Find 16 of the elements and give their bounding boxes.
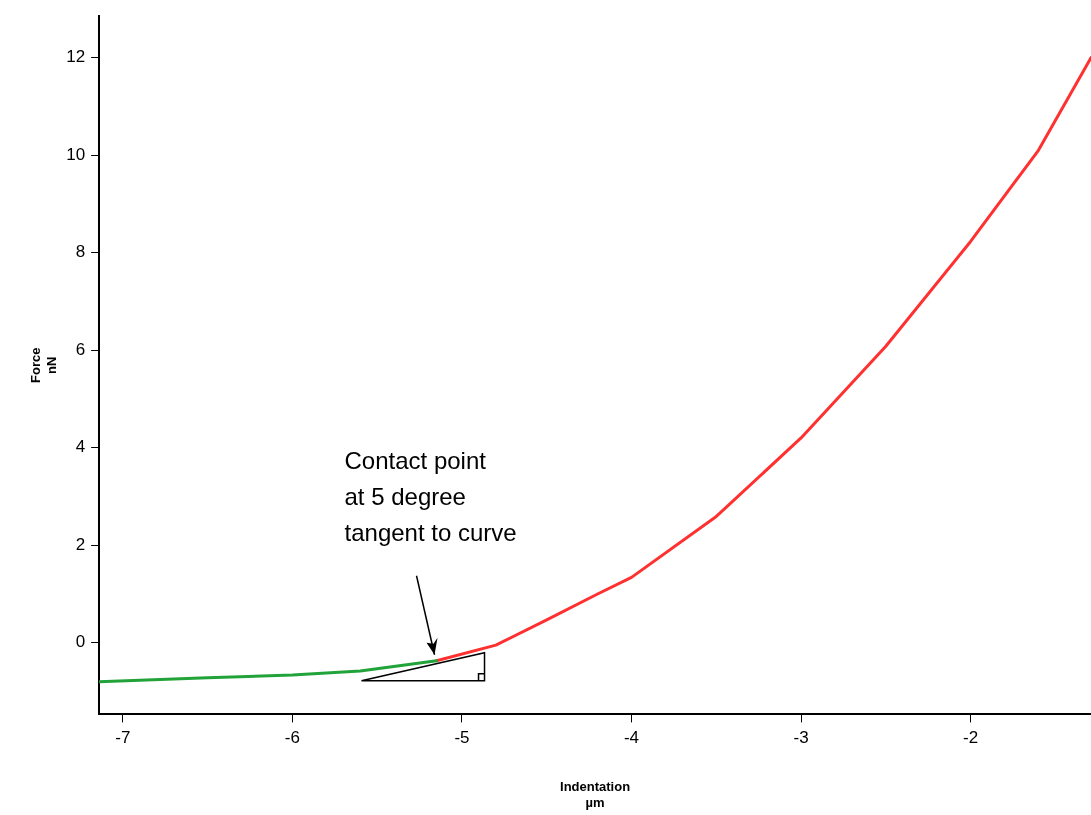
annotation: Contact point at 5 degree tangent to curve <box>344 447 517 547</box>
y-tick-label: 2 <box>75 534 86 554</box>
y-tick-label: 8 <box>75 242 86 262</box>
x-tick-label: -3 <box>793 728 809 748</box>
y-axis-title: Force nN <box>28 347 59 383</box>
x-axis-title: Indentation µm <box>560 779 631 810</box>
x-tick-label: -5 <box>454 728 470 748</box>
x-tick-label: -4 <box>623 728 640 748</box>
y-tick-label: 4 <box>75 437 86 457</box>
x-tick-label: -7 <box>115 728 131 748</box>
x-tick-label: -2 <box>963 728 979 748</box>
x-tick-label: -6 <box>284 728 300 748</box>
y-tick-label: 6 <box>75 339 86 359</box>
y-tick-label: 12 <box>66 47 86 67</box>
y-tick-label: 0 <box>75 632 86 652</box>
y-tick-label: 10 <box>66 144 86 164</box>
